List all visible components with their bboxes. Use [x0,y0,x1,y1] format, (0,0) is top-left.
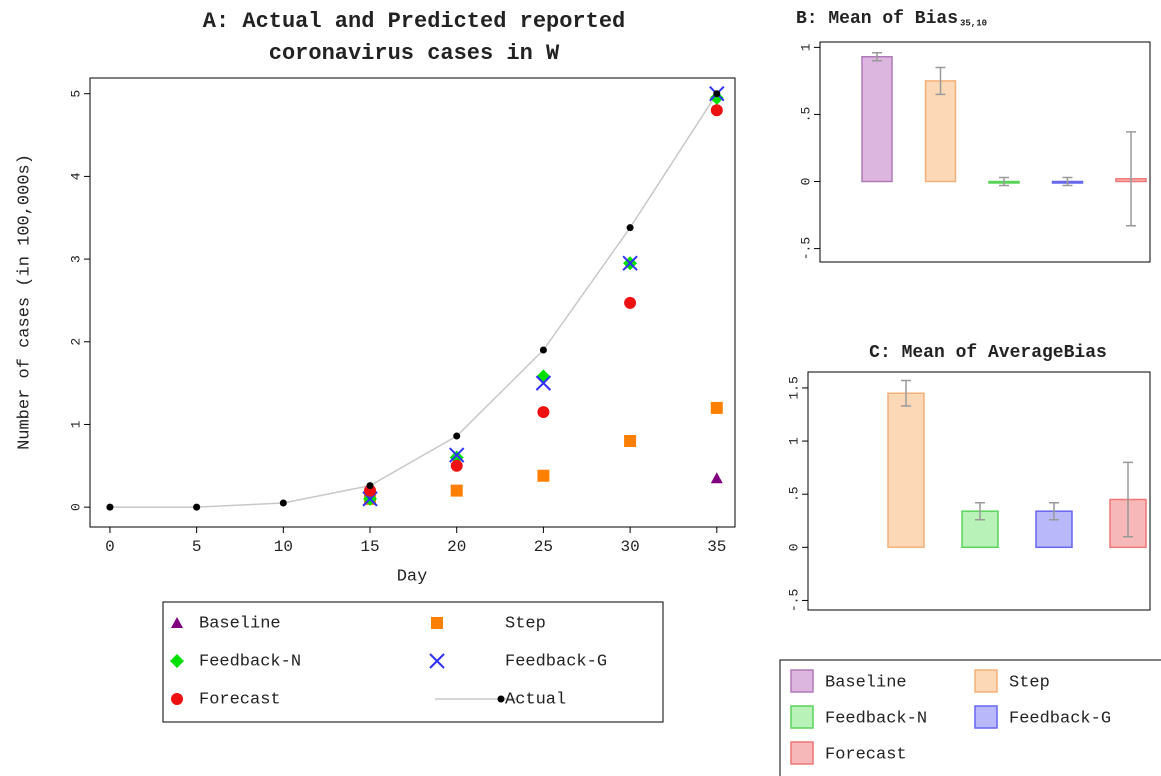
y-tick-label: 1 [68,420,83,428]
plot-frame [807,371,1151,611]
y-tick-label: -.5 [798,237,813,260]
error-bar [901,379,911,407]
chart-title: B: Mean of Bias [796,9,958,29]
y-tick-label: -.5 [786,589,801,612]
y-tick-label: 0 [786,543,801,551]
legend-marker [171,617,183,628]
x-tick-label: 0 [105,538,115,556]
legend-swatch [974,705,998,729]
error-bar [935,66,946,96]
marker [279,499,287,507]
legend-marker [170,654,184,668]
legend-swatch [974,669,998,693]
plot-frame [89,77,736,528]
error-bar [1049,501,1059,521]
error-bar [872,51,882,62]
marker [710,104,723,117]
series-line [109,93,718,508]
legend-swatch [790,741,814,765]
marker [710,401,723,414]
chart-title-subscript: 35,10 [960,18,987,28]
legend-label: Feedback-N [825,709,927,728]
x-tick-label: 10 [274,538,293,556]
bar [887,392,925,549]
marker [449,447,465,463]
x-tick-label: 5 [192,538,202,556]
x-tick-label: 30 [620,538,639,556]
y-tick-label: 0 [68,503,83,511]
x-axis-label: Day [397,567,428,586]
x-tick-label: 35 [707,538,726,556]
y-tick-label: 4 [68,172,83,180]
legend-label: Forecast [199,690,281,709]
legend-label: Step [505,614,546,633]
legend-frame [162,601,664,723]
y-tick-label: 3 [68,255,83,263]
bar [861,56,893,183]
error-bar [1123,461,1133,538]
marker [539,346,547,354]
marker [537,469,550,482]
y-tick-label: 1 [798,43,813,51]
legend-marker [429,653,445,669]
legend-label: Feedback-G [1009,709,1111,728]
marker [106,503,114,511]
marker [366,482,374,490]
legend-label: Feedback-G [505,652,607,671]
marker [622,255,638,271]
error-bar [975,501,985,521]
y-tick-label: 1 [786,437,801,445]
marker [535,375,552,391]
marker [624,435,637,448]
marker [453,432,461,440]
marker [536,369,551,384]
marker [626,224,634,232]
legend-label: Actual [505,690,566,709]
error-bar [999,176,1009,187]
chart-title: coronavirus cases in W [269,41,560,66]
marker [537,406,550,419]
x-tick-label: 15 [360,538,379,556]
y-tick-label: .5 [798,107,813,123]
legend-marker [171,693,183,705]
marker [450,484,463,497]
y-tick-label: .5 [786,486,801,502]
legend-swatch [790,669,814,693]
legend-marker [497,695,505,703]
error-bar [1062,176,1073,187]
plot-frame [819,41,1151,263]
marker [450,459,463,472]
y-axis-label: Number of cases (in 100,000s) [15,154,34,450]
marker [624,296,637,309]
y-tick-label: 0 [798,178,813,186]
legend-label: Baseline [825,673,907,692]
legend-label: Forecast [825,745,907,764]
error-bar [1126,131,1136,227]
legend-label: Feedback-N [199,652,301,671]
chart-title: A: Actual and Predicted reported [203,9,625,34]
bar [924,80,957,183]
legend-marker [431,617,443,629]
y-tick-label: 5 [68,90,83,98]
legend-label: Step [1009,673,1050,692]
chart-title: C: Mean of AverageBias [869,343,1107,363]
marker [710,472,723,484]
marker [709,90,724,105]
legend-label: Baseline [199,614,281,633]
legend-frame [779,659,1161,776]
legend-swatch [790,705,814,729]
marker [713,90,721,98]
x-tick-label: 25 [534,538,553,556]
y-tick-label: 1.5 [786,376,801,399]
marker [364,484,377,497]
x-tick-label: 20 [447,538,466,556]
y-tick-label: 2 [68,338,83,346]
marker [193,503,201,511]
